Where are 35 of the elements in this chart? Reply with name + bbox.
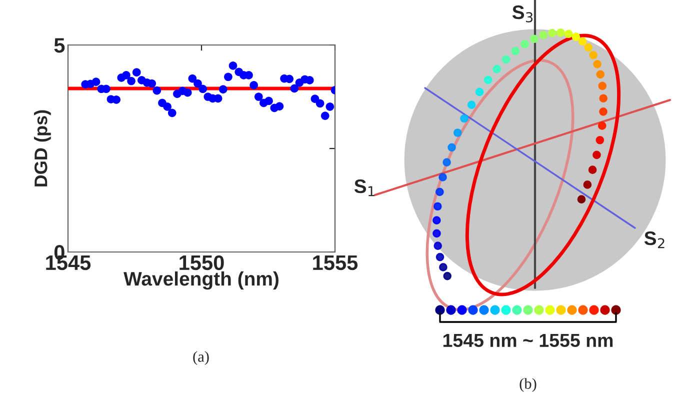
text: (a) — [193, 351, 209, 365]
text: S$_{2}$ — [644, 231, 664, 248]
point — [316, 99, 324, 108]
y-tick-label: 5 — [54, 38, 65, 53]
point — [92, 78, 100, 86]
text: (b) — [520, 378, 536, 392]
point — [275, 102, 284, 110]
x-tick-label: 1555 — [313, 256, 358, 270]
point — [148, 79, 156, 88]
point — [264, 96, 273, 106]
point — [112, 95, 120, 104]
point — [168, 108, 176, 118]
point — [127, 76, 136, 86]
point — [218, 85, 228, 94]
point — [228, 62, 238, 70]
point — [198, 84, 207, 94]
point — [132, 68, 141, 76]
point — [152, 86, 162, 95]
point — [163, 102, 172, 111]
point — [254, 92, 263, 101]
point — [188, 74, 197, 83]
y-axis-title: DGD (ps) — [34, 110, 51, 186]
point — [290, 84, 299, 93]
point — [122, 71, 130, 80]
point — [194, 79, 202, 88]
text: 1545 nm ~ 1555 nm — [443, 334, 613, 348]
x-axis-title: Wavelength (nm) — [124, 271, 278, 290]
point — [183, 88, 192, 97]
point — [320, 112, 330, 120]
point — [326, 102, 334, 111]
point — [224, 72, 232, 82]
point — [250, 80, 258, 90]
text: S$_{3}$ — [512, 5, 533, 22]
text: S$_{1}$ — [354, 179, 374, 196]
x-tick-label: 1550 — [180, 255, 224, 270]
